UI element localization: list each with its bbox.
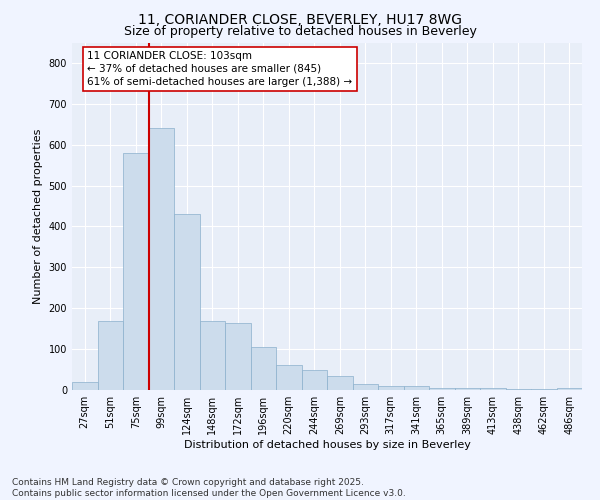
Text: Size of property relative to detached houses in Beverley: Size of property relative to detached ho… — [124, 25, 476, 38]
Bar — [455, 388, 480, 390]
Bar — [480, 388, 505, 390]
Bar — [531, 389, 557, 390]
Bar — [429, 388, 455, 390]
Text: 11, CORIANDER CLOSE, BEVERLEY, HU17 8WG: 11, CORIANDER CLOSE, BEVERLEY, HU17 8WG — [138, 12, 462, 26]
Bar — [251, 347, 276, 390]
Bar — [404, 386, 429, 390]
Bar — [327, 376, 353, 390]
Bar — [353, 384, 378, 390]
Bar — [276, 366, 302, 390]
Bar — [149, 128, 174, 390]
Bar — [557, 388, 582, 390]
Bar — [174, 214, 199, 390]
Text: Contains HM Land Registry data © Crown copyright and database right 2025.
Contai: Contains HM Land Registry data © Crown c… — [12, 478, 406, 498]
Bar — [505, 389, 531, 390]
Bar — [123, 153, 149, 390]
Bar — [378, 386, 404, 390]
Bar — [72, 382, 97, 390]
Bar — [97, 320, 123, 390]
Y-axis label: Number of detached properties: Number of detached properties — [33, 128, 43, 304]
Bar — [302, 370, 327, 390]
X-axis label: Distribution of detached houses by size in Beverley: Distribution of detached houses by size … — [184, 440, 470, 450]
Bar — [225, 322, 251, 390]
Text: 11 CORIANDER CLOSE: 103sqm
← 37% of detached houses are smaller (845)
61% of sem: 11 CORIANDER CLOSE: 103sqm ← 37% of deta… — [88, 50, 352, 87]
Bar — [199, 320, 225, 390]
